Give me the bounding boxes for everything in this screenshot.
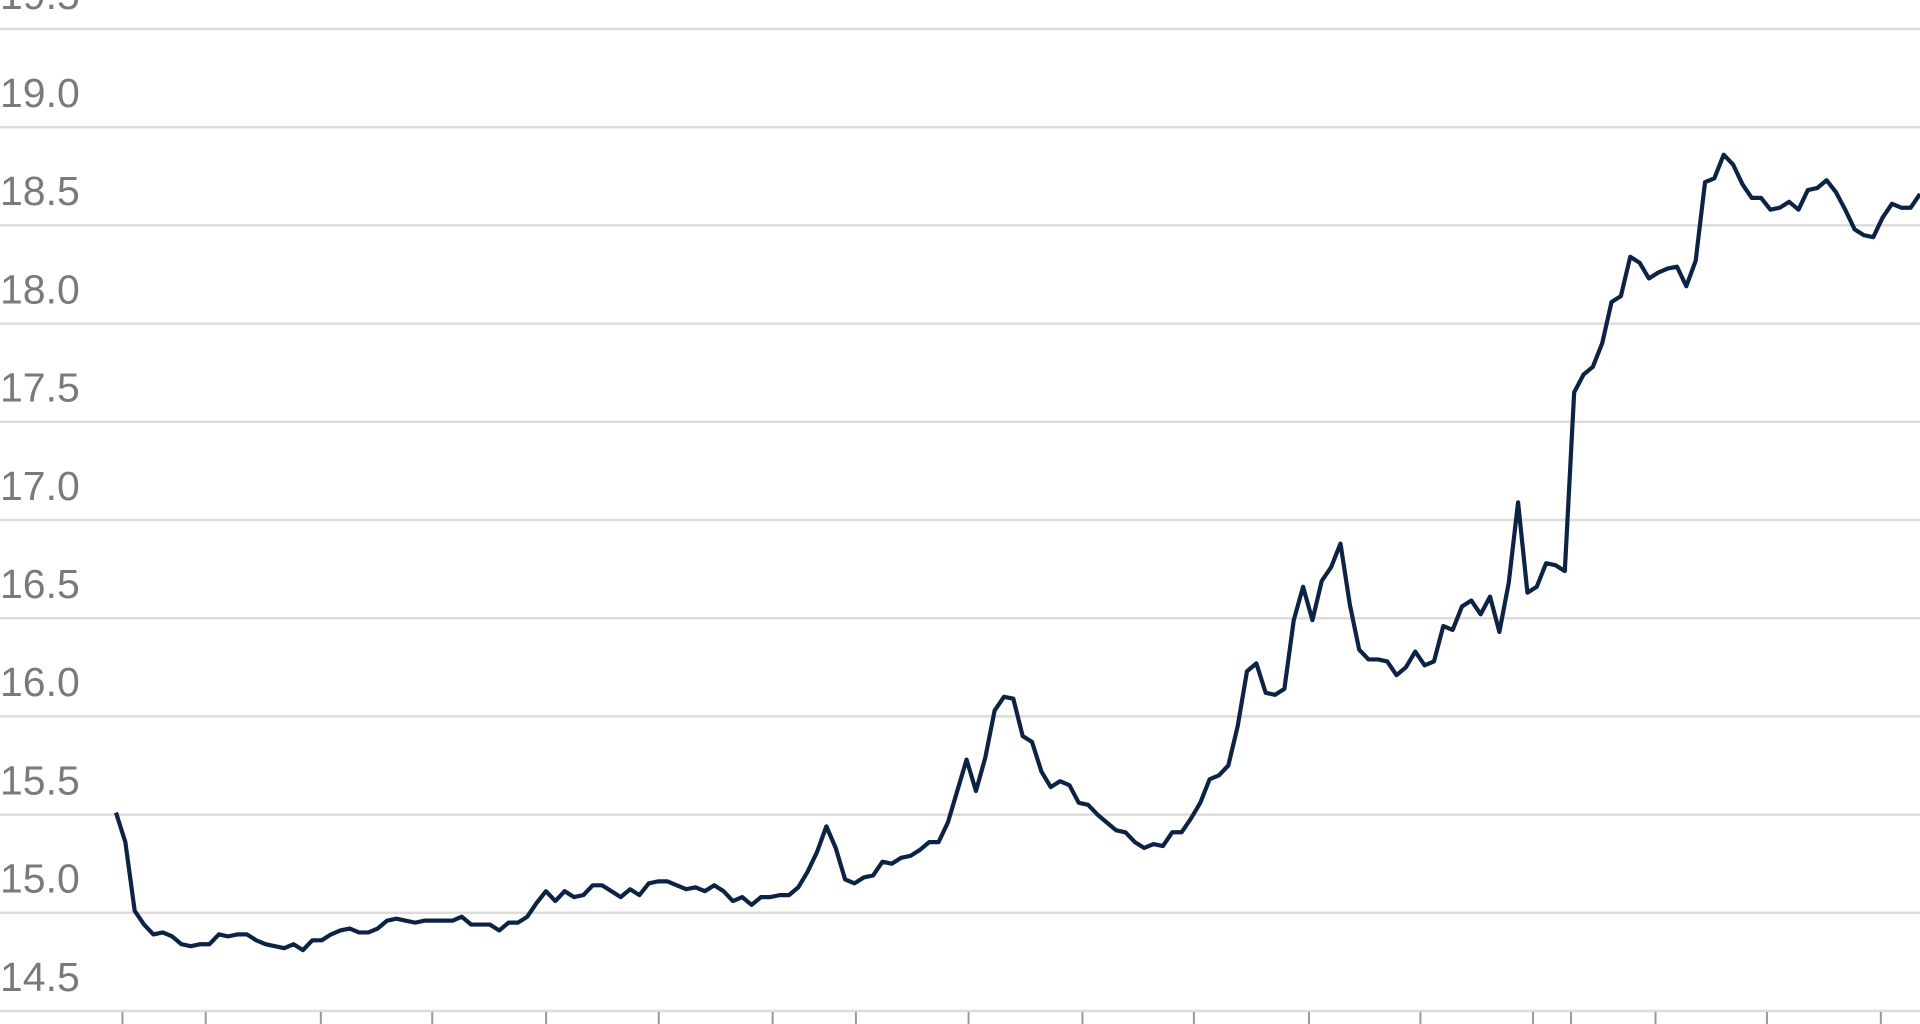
y-tick-label: 16.0	[0, 659, 80, 705]
y-tick-label: 15.0	[0, 856, 80, 902]
y-tick-label: 17.5	[0, 365, 80, 411]
y-tick-label: 14.5	[0, 954, 80, 1000]
y-tick-label: 19.5	[0, 0, 80, 18]
data-line	[113, 152, 1920, 953]
y-tick-label: 15.5	[0, 757, 80, 803]
y-tick-label: 17.0	[0, 463, 80, 509]
y-tick-label: 18.0	[0, 266, 80, 312]
y-tick-label: 16.5	[0, 561, 80, 607]
y-tick-label: 18.5	[0, 168, 80, 214]
y-tick-label: 19.0	[0, 70, 80, 116]
